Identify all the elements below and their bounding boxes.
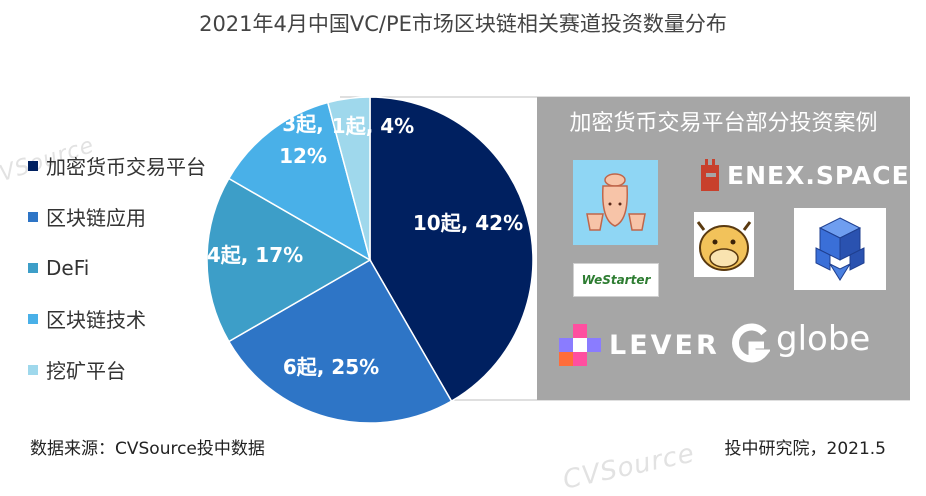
sake-cups-icon [586,173,646,231]
pie-slice-4 [227,101,372,262]
legend-item-2: 区块链应用 [28,191,206,242]
legend-swatch-icon [28,211,38,222]
lever-logo: LEVER [559,322,717,367]
data-source-note: 数据来源：CVSource投中数据 [30,439,265,459]
pie-chart: 10起, 42% 6起, 25% 4起, 17% 3起, 12%1起, 4% [206,96,910,424]
legend-label: 区块链技术 [46,308,146,332]
data-label-1: 10起, 42% [413,211,523,235]
enex-space-logo: ENEX.SPACE [697,155,909,195]
pie-slice-5 [326,96,371,261]
blue-cube-icon [815,217,865,281]
lever-cross-icon [559,324,601,366]
publisher-credit: 投中研究院，2021.5 [724,439,886,459]
data-label-2: 6起, 25% [283,355,379,379]
legend-item-1: 加密货币交易平台 [28,140,206,191]
legend-label: 挖矿平台 [46,359,126,383]
cow-logo [694,212,754,277]
legend-item-3: DeFi [28,242,206,293]
pie-slice-3 [206,177,372,343]
sake-cups-logo [573,160,658,245]
globe-mark-icon [732,323,770,363]
chart-legend: 加密货币交易平台 区块链应用 DeFi 区块链技术挖矿平台 [28,140,206,395]
legend-swatch-icon [28,313,38,324]
legend-item-5: 挖矿平台 [28,344,206,395]
enex-wordmark: ENEX.SPACE [727,161,910,190]
legend-label: 区块链应用 [46,206,146,230]
cube-logo [794,208,886,290]
data-label-5: 1起, 4% [332,114,414,138]
legend-item-4: 区块链技术 [28,293,206,344]
lever-wordmark: LEVER [609,330,720,361]
legend-swatch-icon [28,262,38,273]
chart-title: 2021年4月中国VC/PE市场区块链相关赛道投资数量分布 [199,12,727,36]
legend-swatch-icon [28,364,38,375]
data-label-3: 4起, 17% [207,243,303,267]
westarter-logo: WeStarter [573,263,659,297]
panel-title: 加密货币交易平台部分投资案例 [569,111,878,136]
cow-icon [696,221,752,271]
investment-cases-panel: 加密货币交易平台部分投资案例 ENEX.SPACE [537,97,910,400]
pie-slice-2 [227,258,453,424]
legend-label: 加密货币交易平台 [46,155,206,179]
globe-logo: globe [730,317,880,367]
enex-mark-icon [701,159,719,191]
globe-wordmark: globe [776,319,871,359]
pie-slice-1 [369,96,534,403]
westarter-wordmark: WeStarter [581,273,651,287]
legend-swatch-icon [28,160,38,171]
legend-label: DeFi [46,255,90,280]
data-label-4: 3起, 12% [279,112,327,168]
